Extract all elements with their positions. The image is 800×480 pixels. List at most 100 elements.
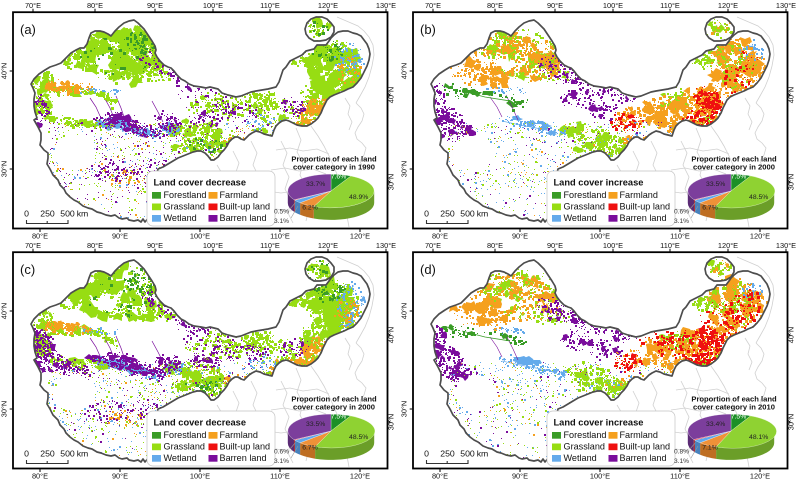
svg-text:30°N: 30°N	[400, 161, 409, 178]
svg-text:0: 0	[424, 449, 429, 459]
svg-text:30°N: 30°N	[787, 414, 796, 431]
svg-text:80°E: 80°E	[432, 232, 448, 241]
svg-text:40°N: 40°N	[387, 327, 396, 344]
svg-text:130°E: 130°E	[376, 1, 396, 10]
svg-text:90°E: 90°E	[547, 241, 563, 250]
svg-text:110°E: 110°E	[670, 472, 690, 480]
svg-text:Barren land: Barren land	[220, 453, 267, 463]
svg-text:Built-up land: Built-up land	[220, 442, 271, 452]
svg-text:6.7%: 6.7%	[302, 445, 318, 452]
svg-text:(c): (c)	[20, 262, 35, 277]
svg-text:110°E: 110°E	[270, 472, 290, 480]
svg-text:80°E: 80°E	[32, 472, 48, 480]
svg-text:500: 500	[460, 449, 475, 459]
svg-text:Farmland: Farmland	[620, 190, 658, 200]
svg-text:33.5%: 33.5%	[306, 421, 325, 428]
svg-text:33.7%: 33.7%	[306, 181, 325, 188]
svg-text:30°N: 30°N	[387, 174, 396, 191]
svg-text:30°N: 30°N	[0, 161, 9, 178]
svg-text:Barren land: Barren land	[220, 213, 267, 223]
svg-text:80°E: 80°E	[487, 241, 503, 250]
svg-text:0: 0	[424, 209, 429, 219]
svg-text:48.1%: 48.1%	[749, 434, 768, 441]
svg-text:90°E: 90°E	[147, 1, 163, 10]
svg-text:Proportion of each land: Proportion of each land	[291, 155, 377, 164]
svg-text:Proportion of each land: Proportion of each land	[291, 395, 377, 404]
svg-text:30°N: 30°N	[387, 414, 396, 431]
svg-text:40°N: 40°N	[387, 87, 396, 104]
svg-text:Proportion of each land: Proportion of each land	[691, 155, 777, 164]
svg-text:Forestland: Forestland	[164, 190, 207, 200]
svg-text:100°E: 100°E	[203, 241, 223, 250]
svg-text:70°E: 70°E	[25, 241, 41, 250]
svg-text:90°E: 90°E	[147, 241, 163, 250]
svg-text:120°E: 120°E	[718, 241, 738, 250]
svg-text:30°N: 30°N	[787, 174, 796, 191]
svg-text:6.2%: 6.2%	[302, 205, 318, 212]
svg-text:0: 0	[24, 449, 29, 459]
svg-text:90°E: 90°E	[112, 472, 128, 480]
svg-text:90°E: 90°E	[112, 232, 128, 241]
svg-text:7.6%: 7.6%	[331, 174, 347, 181]
svg-text:250: 250	[40, 449, 55, 459]
svg-text:3.1%: 3.1%	[274, 218, 289, 225]
svg-text:48.5%: 48.5%	[749, 194, 768, 201]
svg-text:33.5%: 33.5%	[706, 181, 725, 188]
svg-text:40°N: 40°N	[787, 327, 796, 344]
svg-text:(b): (b)	[420, 22, 436, 37]
svg-text:Built-up land: Built-up land	[620, 442, 671, 452]
svg-text:40°N: 40°N	[787, 87, 796, 104]
svg-text:40°N: 40°N	[0, 63, 9, 80]
svg-text:120°E: 120°E	[318, 241, 338, 250]
svg-text:110°E: 110°E	[260, 1, 280, 10]
svg-text:100°E: 100°E	[190, 472, 210, 480]
svg-text:40°N: 40°N	[400, 63, 409, 80]
svg-text:km: km	[77, 209, 89, 219]
svg-text:7.1%: 7.1%	[702, 445, 718, 452]
svg-text:Forestland: Forestland	[164, 430, 207, 440]
svg-text:3.1%: 3.1%	[674, 458, 689, 465]
svg-text:80°E: 80°E	[432, 472, 448, 480]
svg-text:500: 500	[460, 209, 475, 219]
svg-text:Barren land: Barren land	[620, 453, 667, 463]
svg-text:cover category in 2000: cover category in 2000	[693, 163, 775, 172]
svg-text:0: 0	[24, 209, 29, 219]
svg-text:Forestland: Forestland	[564, 190, 607, 200]
svg-text:6.7%: 6.7%	[702, 205, 718, 212]
svg-text:Wetland: Wetland	[164, 213, 197, 223]
svg-text:40°N: 40°N	[0, 303, 9, 320]
svg-text:Wetland: Wetland	[164, 453, 197, 463]
svg-text:100°E: 100°E	[190, 232, 210, 241]
svg-text:70°E: 70°E	[425, 241, 441, 250]
svg-text:70°E: 70°E	[25, 1, 41, 10]
svg-text:48.9%: 48.9%	[349, 194, 368, 201]
svg-text:30°N: 30°N	[0, 401, 9, 418]
svg-text:250: 250	[440, 449, 455, 459]
svg-text:110°E: 110°E	[670, 232, 690, 241]
svg-text:Farmland: Farmland	[220, 430, 258, 440]
svg-text:Wetland: Wetland	[564, 453, 597, 463]
svg-text:120°E: 120°E	[318, 1, 338, 10]
svg-text:0.6%: 0.6%	[274, 449, 289, 456]
svg-text:48.5%: 48.5%	[349, 434, 368, 441]
svg-text:Barren land: Barren land	[620, 213, 667, 223]
svg-text:70°E: 70°E	[425, 1, 441, 10]
svg-text:100°E: 100°E	[590, 232, 610, 241]
svg-text:Forestland: Forestland	[564, 430, 607, 440]
svg-text:km: km	[77, 449, 89, 459]
svg-text:120°E: 120°E	[350, 232, 370, 241]
svg-text:0.6%: 0.6%	[674, 209, 689, 216]
svg-text:0.8%: 0.8%	[674, 449, 689, 456]
svg-text:Land cover increase: Land cover increase	[554, 177, 644, 187]
svg-text:Grassland: Grassland	[164, 442, 205, 452]
svg-text:120°E: 120°E	[718, 1, 738, 10]
svg-text:km: km	[477, 449, 489, 459]
svg-text:80°E: 80°E	[32, 232, 48, 241]
svg-text:250: 250	[440, 209, 455, 219]
svg-text:130°E: 130°E	[776, 241, 796, 250]
svg-text:100°E: 100°E	[603, 1, 623, 10]
svg-text:Wetland: Wetland	[564, 213, 597, 223]
svg-text:130°E: 130°E	[376, 241, 396, 250]
svg-text:250: 250	[40, 209, 55, 219]
svg-text:cover category in 2010: cover category in 2010	[693, 403, 775, 412]
